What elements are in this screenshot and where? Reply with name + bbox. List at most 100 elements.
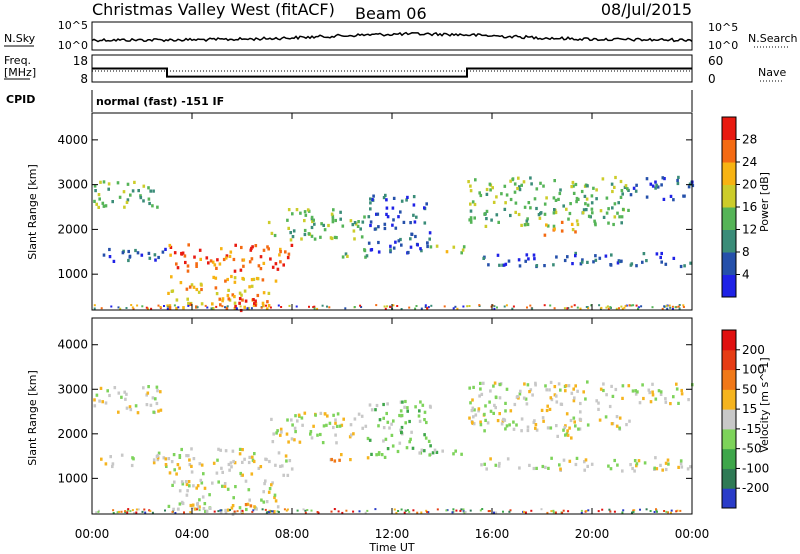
heatmap-cell [666,307,669,310]
heatmap-cell [193,255,196,259]
heatmap-cell [656,510,658,513]
heatmap-cell [557,197,560,201]
heatmap-cell [383,305,386,308]
heatmap-cell [651,382,654,386]
heatmap-cell [142,184,146,188]
heatmap-cell [686,467,690,471]
heatmap-cell [533,197,537,201]
heatmap-cell [550,510,553,513]
heatmap-cell [117,391,121,395]
heatmap-cell [169,253,172,257]
y-tick-label: 3000 [57,178,88,192]
heatmap-cell [409,221,412,225]
heatmap-cell [641,260,644,264]
heatmap-cell [529,206,532,210]
heatmap-cell [401,400,404,404]
heatmap-cell [132,307,135,310]
heatmap-cell [595,188,598,192]
heatmap-cell [568,459,572,463]
heatmap-cell [485,187,489,192]
heatmap-cell [229,509,231,511]
heatmap-cell [525,253,529,257]
heatmap-cell [219,510,223,514]
power-colorbar-label: Power [dB] [758,172,771,232]
heatmap-cell [493,305,496,308]
heatmap-cell [496,253,500,257]
heatmap-cell [136,251,140,255]
heatmap-cell [335,236,338,240]
heatmap-cell [661,176,665,180]
heatmap-cell [558,191,562,196]
heatmap-cell [215,266,218,270]
heatmap-cell [629,193,633,197]
heatmap-cell [666,458,670,462]
heatmap-cell [545,388,548,392]
heatmap-cell [680,392,684,396]
heatmap-cell [592,186,595,190]
heatmap-cell [535,428,539,432]
heatmap-cell [427,511,430,514]
heatmap-cell [663,305,666,308]
heatmap-cell [241,509,244,512]
heatmap-cell [352,229,356,233]
heatmap-cell [517,212,521,217]
heatmap-cell [578,427,582,431]
heatmap-cell [619,179,623,184]
heatmap-cell [485,217,488,221]
heatmap-cell [269,257,272,261]
heatmap-cell [398,441,402,445]
heatmap-cell [186,297,189,301]
heatmap-cell [678,304,681,306]
heatmap-cell [249,504,253,508]
heatmap-cell [241,448,244,452]
heatmap-cell [156,453,160,458]
heatmap-cell [254,244,258,248]
heatmap-cell [547,466,550,470]
heatmap-cell [164,509,166,512]
heatmap-cell [248,260,252,264]
heatmap-cell [186,489,189,493]
heatmap-cell [229,250,233,254]
heatmap-cell [677,175,680,179]
heatmap-cell [93,398,96,402]
heatmap-cell [111,464,114,469]
heatmap-cell [468,218,471,222]
heatmap-cell [189,302,192,306]
heatmap-cell [290,243,294,247]
heatmap-cell [570,185,573,189]
heatmap-cell [202,507,206,511]
heatmap-cell [659,390,663,394]
heatmap-cell [276,505,280,509]
heatmap-cell [608,508,611,511]
heatmap-cell [504,409,507,413]
heatmap-cell [550,456,553,460]
heatmap-cell [502,263,506,267]
heatmap-cell [472,385,475,389]
y-tick-label: 4000 [57,338,88,352]
heatmap-cell [110,305,113,308]
heatmap-cell [279,433,282,437]
heatmap-cell [134,404,138,408]
heatmap-cell [185,454,188,458]
heatmap-cell [655,467,659,471]
heatmap-cell [489,188,492,192]
heatmap-cell [479,423,483,427]
heatmap-cell [351,223,355,227]
heatmap-cell [398,413,401,418]
heatmap-cell [283,508,286,511]
colorbar-swatch [722,229,736,253]
heatmap-cell [595,197,598,201]
heatmap-cell [512,305,515,308]
heatmap-cell [247,460,251,465]
heatmap-cell [559,188,562,192]
heatmap-cell [396,449,400,454]
heatmap-cell [389,248,392,252]
heatmap-cell [234,304,237,309]
heatmap-cell [248,285,251,289]
heatmap-cell [147,197,151,201]
heatmap-cell [377,225,380,229]
nave-tick-top: 60 [708,54,723,68]
heatmap-cell [373,227,377,231]
heatmap-cell [595,399,598,403]
colorbar-swatch [722,448,736,469]
